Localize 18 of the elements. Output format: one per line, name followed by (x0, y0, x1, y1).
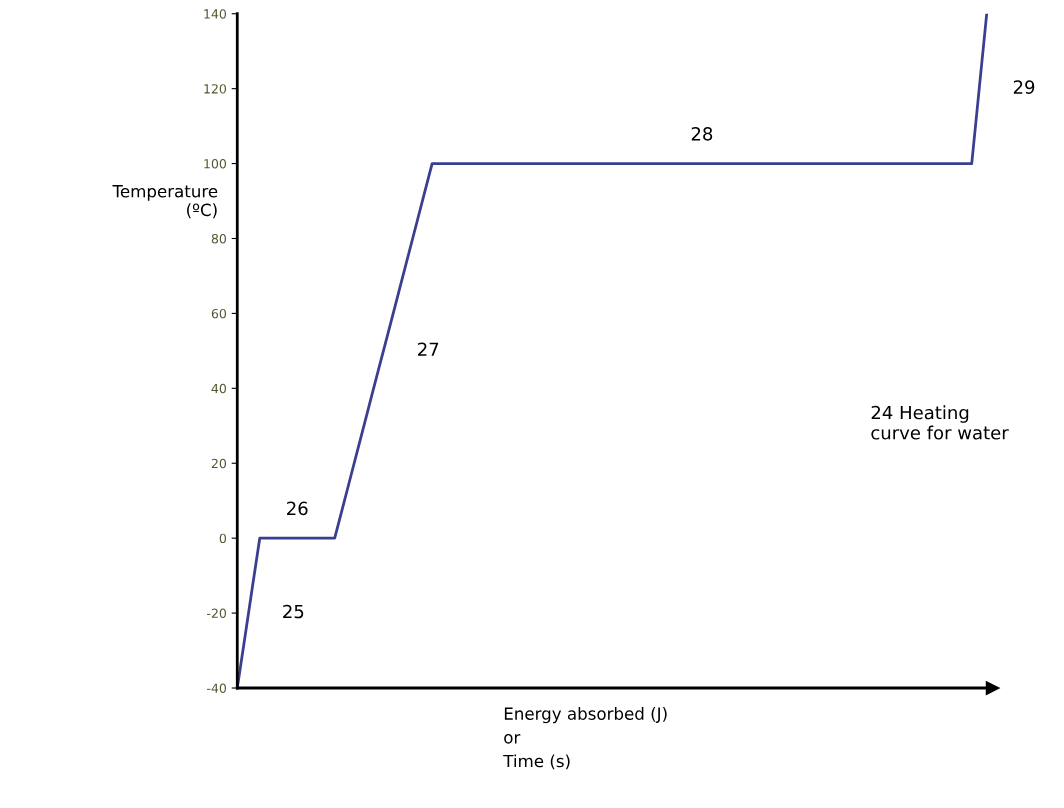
annotation: 28 (691, 126, 713, 141)
y-tick-label: 120 (204, 84, 227, 94)
y-tick-label: 60 (211, 308, 227, 319)
annotation: 26 (287, 501, 308, 516)
annotation: 25 (283, 604, 304, 619)
y-tick-label: -40 (207, 683, 227, 693)
y-axis-title: Temperature (ºC) (112, 185, 218, 219)
annotation: 27 (418, 342, 439, 356)
y-tick-label: 40 (211, 383, 227, 394)
y-tick-label: -20 (207, 608, 227, 619)
text: 29 (1013, 80, 1035, 94)
y-tick-label: 80 (211, 233, 227, 244)
y-tick-label: 140 (204, 9, 227, 19)
annotation: 24 Heating curve for water (871, 405, 1009, 440)
y-tick-label: 0 (219, 533, 227, 544)
x-axis-title: Energy absorbed (J) or Time (s) (503, 707, 667, 770)
y-tick-label: 20 (211, 458, 227, 469)
y-tick-label: 100 (204, 159, 227, 169)
